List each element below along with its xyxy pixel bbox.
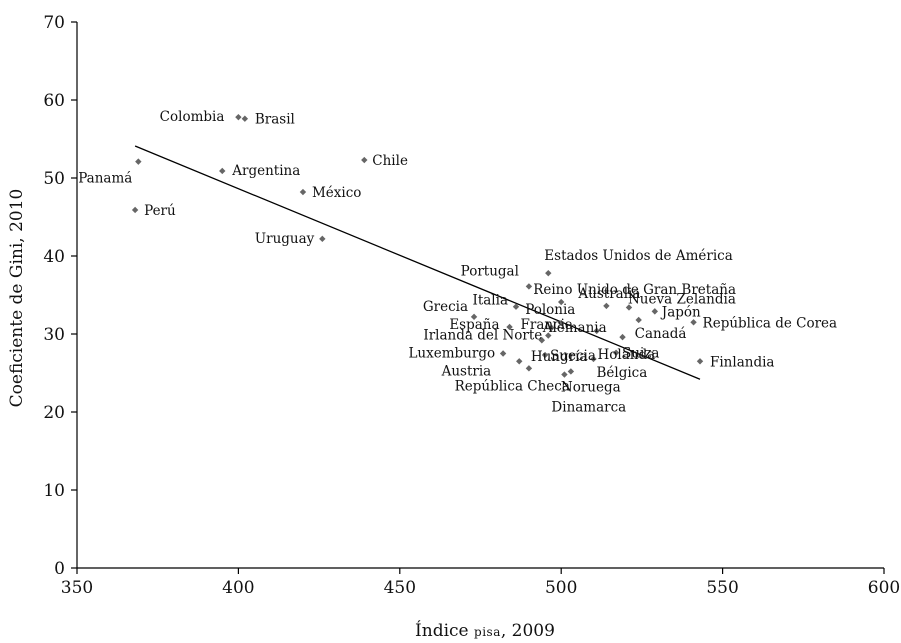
x-axis-title-part: , 2009: [501, 621, 555, 641]
data-point-marker: [545, 269, 552, 277]
data-point-label: Polonia: [525, 302, 575, 318]
y-axis-title: Coeficiente de Gini, 2010: [7, 189, 27, 408]
data-point-label: Panamá: [78, 171, 132, 187]
x-axis-title-part: pisa: [474, 625, 501, 639]
y-tick-label: 60: [43, 91, 65, 111]
data-point-label: Dinamarca: [551, 400, 626, 416]
data-point-label: Nueva Zelandia: [628, 291, 736, 307]
data-point-marker: [499, 350, 507, 357]
data-point-marker: [548, 324, 555, 331]
data-point-marker: [538, 337, 546, 344]
y-tick-label: 20: [43, 403, 65, 423]
y-tick-label: 0: [54, 559, 65, 579]
data-point-marker: [470, 313, 478, 321]
y-tick-label: 10: [43, 481, 65, 501]
data-point-label: Japón: [660, 304, 701, 320]
data-point-label: Irlanda del Norte: [423, 328, 542, 344]
data-point-marker: [690, 319, 697, 326]
point-labels: Colombia Brasil Panamá Chile Argentina México…: [78, 109, 837, 415]
data-point-label: Australia: [577, 286, 640, 302]
data-points: [131, 113, 704, 378]
data-point-label: Reino Unido de Gran Bretaña: [533, 282, 736, 298]
data-point-label: Francia: [521, 317, 574, 333]
data-point-label: Holanda: [598, 347, 656, 363]
data-point-label: Noruega: [561, 379, 621, 395]
data-point-marker: [135, 158, 142, 165]
data-point-label: Grecia: [423, 299, 468, 315]
y-tick-label: 30: [43, 325, 65, 345]
y-axis: 0 10 20 30 40 50 60 70: [43, 13, 78, 579]
data-point-label: Argentina: [231, 163, 300, 179]
x-axis-title-part: Índice: [415, 620, 474, 641]
x-tick-label: 400: [222, 578, 254, 598]
data-point-label: Chile: [372, 153, 408, 169]
data-point-marker: [612, 349, 620, 356]
x-tick-label: 350: [61, 578, 93, 598]
data-point-marker: [696, 358, 704, 365]
x-axis-title: Índice pisa, 2009: [415, 620, 555, 641]
trendline: [134, 145, 701, 380]
data-point-marker: [603, 302, 610, 310]
data-point-marker: [651, 308, 659, 315]
data-point-marker: [525, 365, 533, 372]
data-point-marker: [590, 355, 597, 363]
data-point-marker: [525, 283, 533, 290]
data-point-marker: [299, 188, 307, 196]
data-point-marker: [558, 298, 565, 306]
data-point-label: Austria: [441, 363, 492, 379]
data-point-marker: [361, 156, 368, 164]
data-point-marker: [625, 304, 633, 311]
data-point-marker: [506, 323, 513, 331]
data-point-label: España: [449, 317, 499, 333]
data-point-marker: [241, 115, 249, 122]
data-point-label: Hungría: [531, 349, 588, 365]
x-tick-label: 500: [545, 578, 577, 598]
data-point-marker: [516, 358, 523, 365]
y-tick-label: 70: [43, 13, 65, 33]
trendline-group: [134, 145, 701, 380]
data-point-label: Alemania: [542, 320, 607, 336]
x-tick-label: 600: [868, 578, 900, 598]
data-point-label: Suiza: [622, 346, 659, 362]
data-point-marker: [235, 113, 242, 121]
data-point-marker: [219, 167, 226, 175]
data-point-label: Colombia: [160, 109, 225, 125]
data-point-marker: [561, 371, 568, 378]
data-point-marker: [635, 316, 642, 324]
data-point-label: Suecia: [550, 348, 596, 364]
data-point-label: República Checa: [455, 378, 570, 394]
data-point-marker: [541, 351, 549, 359]
data-point-label: Finlandia: [710, 354, 774, 370]
data-point-label: Estados Unidos de América: [544, 248, 732, 264]
data-point-label: Bélgica: [596, 365, 647, 381]
data-point-marker: [545, 332, 552, 339]
data-point-label: Brasil: [255, 112, 295, 128]
x-axis: 350 400 450 500 550 600: [61, 567, 900, 598]
y-tick-label: 40: [43, 247, 65, 267]
data-point-label: Canadá: [635, 326, 687, 342]
data-point-marker: [512, 303, 520, 310]
data-point-label: México: [312, 185, 361, 201]
data-point-label: Italia: [473, 293, 509, 309]
data-point-marker: [593, 327, 600, 335]
data-point-label: República de Corea: [703, 315, 838, 331]
data-point-label: Perú: [144, 203, 176, 219]
x-tick-label: 450: [384, 578, 416, 598]
data-point-marker: [131, 206, 139, 214]
data-point-label: Portugal: [461, 263, 519, 279]
data-point-label: Uruguay: [255, 231, 315, 247]
data-point-marker: [319, 235, 326, 243]
x-tick-label: 550: [706, 578, 738, 598]
data-point-marker: [619, 333, 626, 341]
data-point-marker: [558, 319, 565, 327]
data-point-label: Luxemburgo: [408, 346, 495, 362]
y-tick-label: 50: [43, 169, 65, 189]
data-point-marker: [567, 368, 575, 375]
